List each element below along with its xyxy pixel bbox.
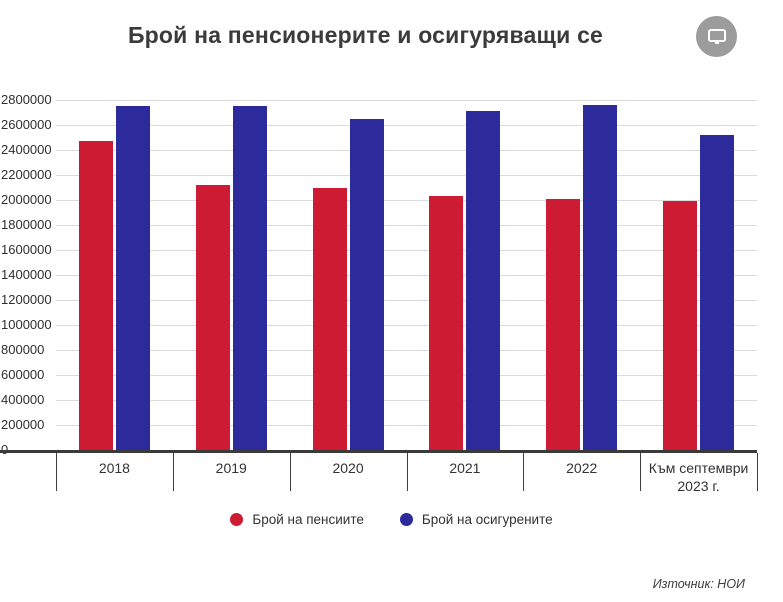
x-axis-labels: 2018 2019 2020 2021 2022 Към септември 2023 г… — [56, 453, 758, 494]
x-axis-category-label: 2022 — [566, 460, 598, 476]
bar[interactable] — [583, 105, 618, 450]
legend-item: Брой на осигурените — [399, 512, 553, 527]
x-axis-tick — [289, 453, 291, 491]
plot-area — [56, 100, 757, 450]
y-axis-tick-label: 0 — [1, 442, 8, 457]
bar[interactable] — [195, 185, 230, 450]
bar[interactable] — [349, 118, 384, 450]
legend-label: Брой на пенсиите — [252, 512, 364, 527]
bar[interactable] — [78, 141, 113, 450]
legend: Брой на пенсиите Брой на осигурените — [0, 512, 783, 527]
gridline — [56, 150, 757, 151]
gridline — [56, 400, 757, 401]
x-axis-tick — [56, 453, 57, 491]
x-axis-category-label: 2019 — [215, 460, 247, 476]
x-axis-category-label: 2021 — [449, 460, 481, 476]
legend-item: Брой на пенсиите — [230, 512, 364, 527]
y-axis-tick-label: 1000000 — [1, 317, 52, 332]
bar[interactable] — [546, 199, 581, 450]
y-axis-labels: 0 200000 400000 600000 800000 1000000 1200000 1… — [1, 92, 56, 457]
present-button[interactable] — [696, 16, 737, 57]
source-note: Източник: НОИ — [652, 577, 745, 591]
bar-group — [173, 100, 290, 450]
bar-group — [406, 100, 523, 450]
y-axis-tick-label: 1600000 — [1, 242, 52, 257]
gridline — [56, 375, 757, 376]
x-axis-tick — [640, 453, 642, 491]
legend-swatch — [230, 513, 244, 526]
gridline — [56, 100, 757, 101]
x-axis-category-label: 2020 — [332, 460, 364, 476]
bar-group — [56, 100, 173, 450]
gridline — [56, 275, 757, 276]
bar[interactable] — [312, 187, 347, 450]
gridline — [56, 225, 757, 226]
gridline — [56, 175, 757, 176]
x-axis-line — [0, 450, 757, 453]
gridline — [56, 125, 757, 126]
y-axis-tick-label: 200000 — [1, 417, 45, 432]
x-axis-category-label: Към септември 2023 г. — [648, 460, 749, 494]
y-axis-tick-label: 2600000 — [1, 116, 52, 132]
bar-group — [290, 100, 407, 450]
y-axis-tick-label: 2000000 — [1, 191, 52, 207]
y-axis-tick-label: 2200000 — [1, 167, 52, 182]
bar[interactable] — [663, 200, 698, 450]
gridline — [56, 350, 757, 351]
bar[interactable] — [115, 106, 150, 450]
gridline — [56, 300, 757, 301]
legend-swatch — [399, 513, 413, 526]
y-axis-tick-label: 800000 — [1, 342, 45, 357]
monitor-icon — [705, 25, 729, 49]
y-axis-tick-label: 2800000 — [1, 92, 52, 107]
gridline — [56, 250, 757, 251]
y-axis-tick-label: 600000 — [1, 367, 45, 382]
bar-group — [640, 100, 757, 450]
chart-title: Брой на пенсионерите и осигуряващи се — [127, 22, 604, 48]
y-axis-tick-label: 1400000 — [1, 267, 52, 282]
y-axis-tick-label: 1200000 — [1, 291, 52, 307]
bar-group — [523, 100, 640, 450]
bar[interactable] — [232, 105, 267, 450]
bar[interactable] — [700, 135, 735, 450]
y-axis-tick-label: 1800000 — [1, 217, 52, 232]
x-axis-category-label: 2018 — [98, 460, 130, 476]
y-axis-tick-label: 2400000 — [1, 141, 52, 157]
bar[interactable] — [429, 195, 464, 450]
gridline — [56, 424, 757, 426]
legend-label: Брой на осигурените — [421, 512, 553, 527]
gridline — [56, 200, 757, 201]
y-axis-tick-label: 400000 — [1, 392, 45, 407]
x-axis-tick — [172, 453, 174, 491]
x-axis-tick — [757, 453, 758, 491]
x-axis-tick — [406, 453, 408, 491]
bar[interactable] — [466, 111, 501, 450]
gridline — [56, 325, 757, 326]
bars-layer — [56, 100, 757, 450]
x-axis-tick — [523, 453, 525, 491]
